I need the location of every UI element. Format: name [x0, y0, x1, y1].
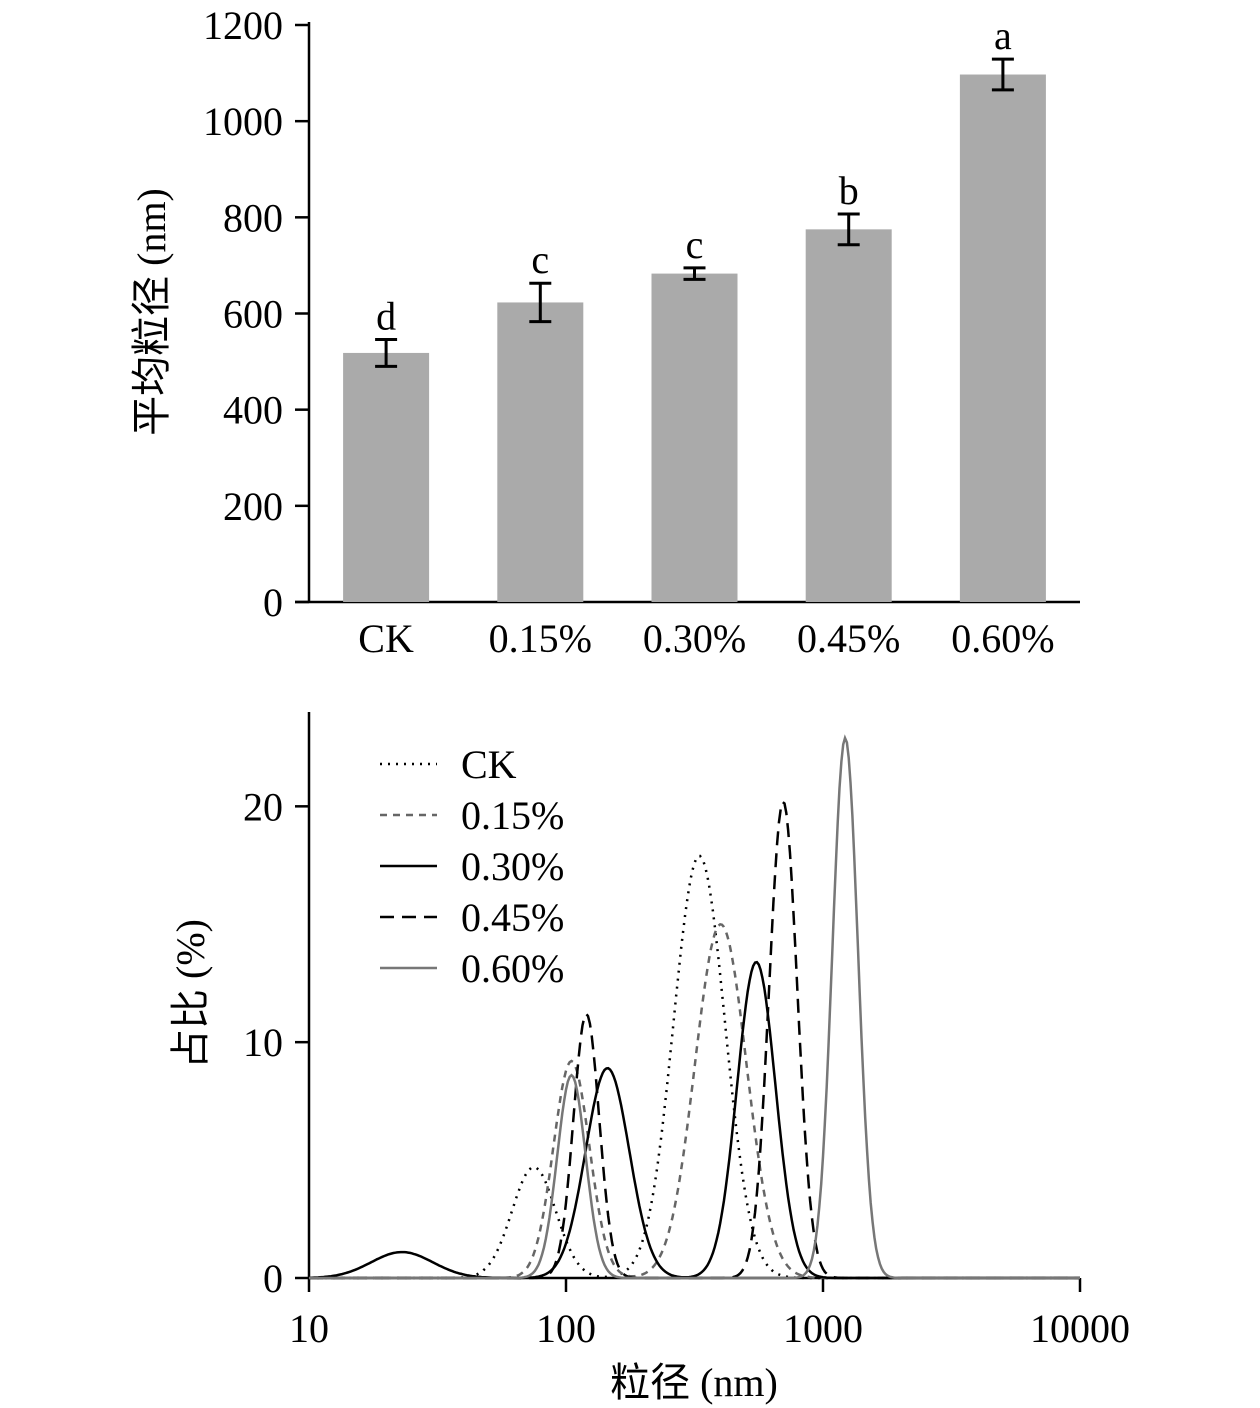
significance-label: b [839, 168, 859, 213]
line-y-axis-label: 占比 (%) [168, 919, 213, 1069]
series-line [309, 799, 1080, 1280]
legend: CK 0.15% 0.30% 0.45% 0.60% [380, 742, 564, 991]
bar-x-tick-label: 0.60% [951, 616, 1054, 661]
legend-label: 0.15% [461, 793, 564, 838]
line-y-tick-label: 0 [263, 1256, 283, 1301]
significance-label: a [994, 13, 1012, 58]
line-y-tick-label: 10 [243, 1020, 283, 1065]
series-line [309, 960, 1080, 1280]
bar-y-tick-label: 200 [223, 484, 283, 529]
significance-label: c [531, 237, 549, 282]
legend-label: 0.30% [461, 844, 564, 889]
bar [343, 352, 430, 602]
bar-x-tick-labels: CK 0.15% 0.30% 0.45% 0.60% [358, 616, 1054, 661]
line-x-tick-label: 1000 [783, 1306, 863, 1351]
line-x-tick-label: 10 [289, 1306, 329, 1351]
bar-x-tick-label: 0.15% [489, 616, 592, 661]
significance-label: c [686, 222, 704, 267]
line-x-axis-label: 粒径 (nm) [610, 1360, 778, 1405]
bars: d c c b a [343, 13, 1046, 603]
line-x-tick-label: 10000 [1030, 1306, 1130, 1351]
bar-y-axis-label: 平均粒径 (nm) [129, 188, 174, 436]
bar-x-tick-label: 0.30% [643, 616, 746, 661]
bar-y-tick-label: 800 [223, 195, 283, 240]
bar [497, 302, 584, 602]
bar-y-ticks: 0 200 400 600 800 1000 1200 [203, 3, 309, 625]
line-y-ticks: 0 10 20 [243, 784, 309, 1301]
series-line [309, 854, 1080, 1280]
legend-label: CK [461, 742, 517, 787]
line-y-tick-label: 20 [243, 784, 283, 829]
bar-y-tick-label: 600 [223, 292, 283, 337]
bar [651, 273, 738, 602]
bar-y-tick-label: 1200 [203, 3, 283, 48]
bar-x-tick-label: 0.45% [797, 616, 900, 661]
legend-label: 0.45% [461, 895, 564, 940]
legend-label: 0.60% [461, 946, 564, 991]
bar-y-tick-label: 1000 [203, 99, 283, 144]
series-line [309, 734, 1080, 1280]
bar-y-tick-label: 400 [223, 388, 283, 433]
bar-x-tick-label: CK [358, 616, 414, 661]
bar-chart: 0 200 400 600 800 1000 1200 d c c b a CK 0.15% 0.30%… [129, 3, 1080, 661]
bar-y-tick-label: 0 [263, 580, 283, 625]
bar [959, 74, 1046, 603]
line-series-group [309, 734, 1080, 1280]
bar [805, 229, 892, 602]
significance-label: d [376, 293, 396, 338]
line-x-tick-label: 100 [536, 1306, 596, 1351]
series-line [309, 922, 1080, 1280]
line-x-ticks: 10 100 1000 10000 [289, 1278, 1130, 1351]
